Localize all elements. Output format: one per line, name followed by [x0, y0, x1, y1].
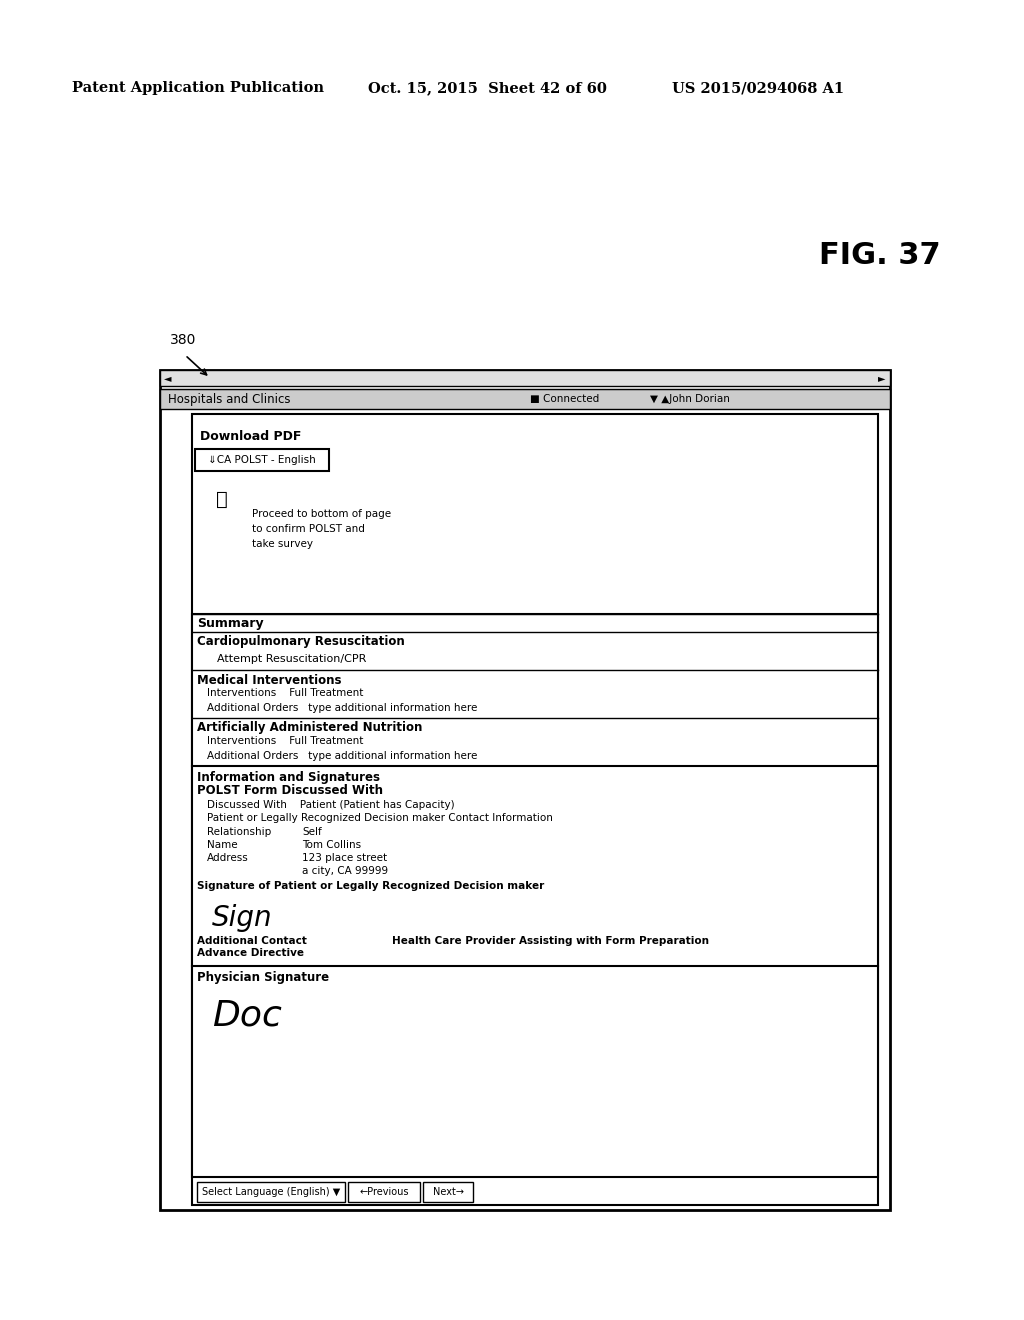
- Bar: [423, 1181, 473, 1203]
- Text: Attempt Resuscitation/CPR: Attempt Resuscitation/CPR: [217, 653, 367, 664]
- Text: ■ Connected: ■ Connected: [530, 393, 599, 404]
- Text: Interventions    Full Treatment: Interventions Full Treatment: [207, 688, 364, 698]
- Text: Information and Signatures: Information and Signatures: [197, 771, 380, 784]
- Bar: [348, 1181, 420, 1203]
- Bar: [160, 389, 890, 409]
- Text: Additional Contact: Additional Contact: [197, 936, 307, 946]
- Text: 123 place street: 123 place street: [302, 853, 387, 863]
- Text: Relationship: Relationship: [207, 828, 271, 837]
- Bar: [160, 370, 890, 385]
- Text: Sign: Sign: [212, 904, 272, 932]
- Text: a city, CA 99999: a city, CA 99999: [302, 866, 388, 876]
- Bar: [193, 414, 878, 1205]
- Text: Physician Signature: Physician Signature: [197, 972, 329, 985]
- Text: to confirm POLST and: to confirm POLST and: [252, 524, 365, 535]
- Text: Hospitals and Clinics: Hospitals and Clinics: [168, 392, 291, 405]
- Text: Self: Self: [302, 828, 322, 837]
- Bar: [193, 614, 878, 1177]
- Text: Artificially Administered Nutrition: Artificially Administered Nutrition: [197, 722, 422, 734]
- Text: Signature of Patient or Legally Recognized Decision maker: Signature of Patient or Legally Recogniz…: [197, 880, 544, 891]
- Text: US 2015/0294068 A1: US 2015/0294068 A1: [672, 81, 844, 95]
- Text: Download PDF: Download PDF: [200, 430, 301, 444]
- Text: Interventions    Full Treatment: Interventions Full Treatment: [207, 737, 364, 746]
- Text: Additional Orders   type additional information here: Additional Orders type additional inform…: [207, 704, 477, 713]
- Text: take survey: take survey: [252, 539, 313, 549]
- Text: Advance Directive: Advance Directive: [197, 948, 304, 958]
- Text: 380: 380: [170, 333, 197, 347]
- Text: Next→: Next→: [432, 1187, 464, 1197]
- Bar: [197, 1181, 345, 1203]
- Text: Tom Collins: Tom Collins: [302, 840, 361, 850]
- Text: ⇓CA POLST - English: ⇓CA POLST - English: [208, 455, 315, 465]
- Text: Medical Interventions: Medical Interventions: [197, 673, 341, 686]
- Text: ▼ ▲John Dorian: ▼ ▲John Dorian: [650, 393, 730, 404]
- Text: ◄: ◄: [164, 374, 172, 383]
- Text: Address: Address: [207, 853, 249, 863]
- FancyBboxPatch shape: [195, 449, 329, 471]
- Text: Discussed With    Patient (Patient has Capacity): Discussed With Patient (Patient has Capa…: [207, 800, 455, 810]
- Bar: [160, 370, 890, 1210]
- Text: Cardiopulmonary Resuscitation: Cardiopulmonary Resuscitation: [197, 635, 404, 648]
- Text: Additional Orders   type additional information here: Additional Orders type additional inform…: [207, 751, 477, 762]
- Text: Health Care Provider Assisting with Form Preparation: Health Care Provider Assisting with Form…: [392, 936, 709, 946]
- Text: Patent Application Publication: Patent Application Publication: [72, 81, 324, 95]
- Text: Summary: Summary: [197, 616, 263, 630]
- Text: ⓘ: ⓘ: [216, 490, 228, 508]
- Text: ►: ►: [879, 374, 886, 383]
- Text: Patient or Legally Recognized Decision maker Contact Information: Patient or Legally Recognized Decision m…: [207, 813, 553, 822]
- Text: Select Language (English) ▼: Select Language (English) ▼: [202, 1187, 340, 1197]
- Text: Doc: Doc: [212, 999, 282, 1034]
- Text: Name: Name: [207, 840, 238, 850]
- Text: Oct. 15, 2015  Sheet 42 of 60: Oct. 15, 2015 Sheet 42 of 60: [368, 81, 607, 95]
- Text: POLST Form Discussed With: POLST Form Discussed With: [197, 784, 383, 797]
- Text: FIG. 37: FIG. 37: [819, 240, 941, 269]
- Text: ←Previous: ←Previous: [359, 1187, 409, 1197]
- Text: Proceed to bottom of page: Proceed to bottom of page: [252, 510, 391, 519]
